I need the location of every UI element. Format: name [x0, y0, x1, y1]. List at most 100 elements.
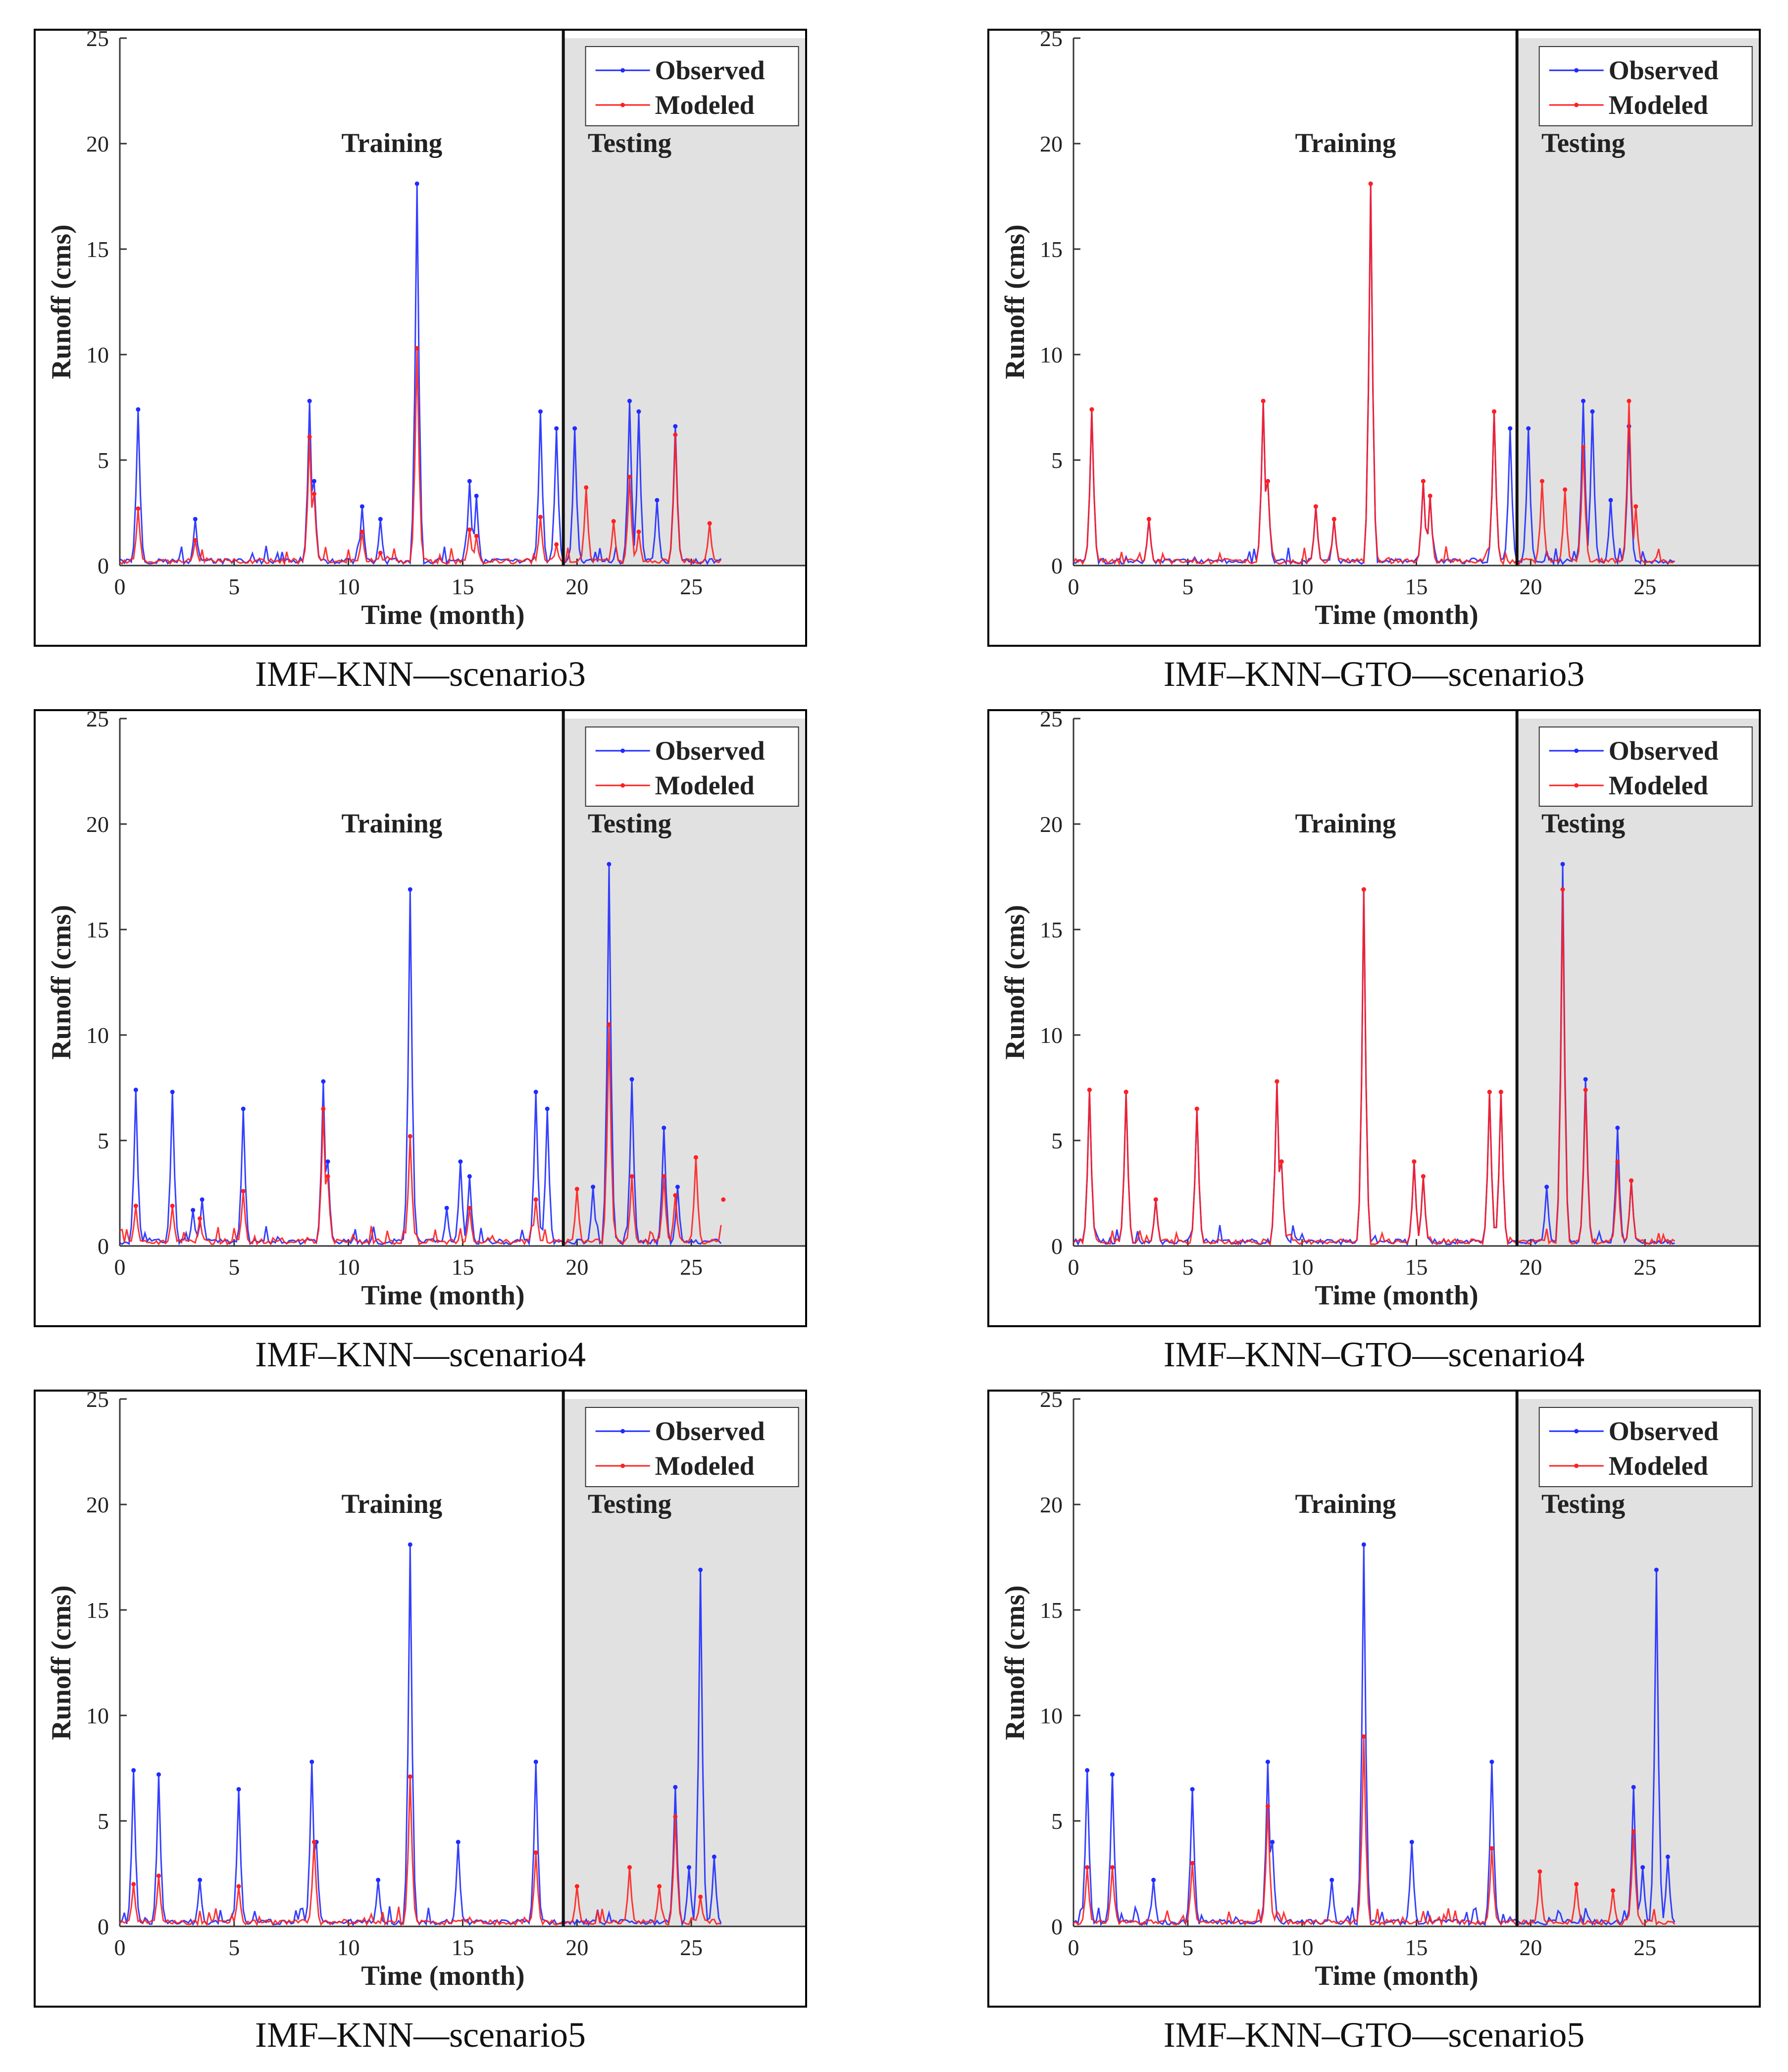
- x-tick-label: 25: [1634, 1935, 1656, 1960]
- series-point-modeled: [156, 1873, 161, 1878]
- series-point-modeled: [1629, 1178, 1634, 1183]
- series-point-modeled: [657, 1884, 662, 1889]
- legend-marker-modeled: [620, 1463, 625, 1468]
- series-point-modeled: [359, 529, 364, 534]
- y-tick-label: 15: [1040, 237, 1063, 262]
- series-point-observed: [307, 399, 312, 404]
- x-axis-label: Time (month): [361, 1280, 524, 1311]
- series-point-observed: [607, 862, 612, 867]
- x-axis-label: Time (month): [1315, 600, 1478, 630]
- series-point-modeled: [1412, 1159, 1417, 1164]
- series-line-modeled: [119, 348, 722, 566]
- x-axis-label: Time (month): [1315, 1961, 1478, 1991]
- series-point-observed: [376, 1877, 381, 1882]
- chart-svg: 0 5 10 15 20 25 0 5 10 15 20 25 Time (month) Runoff (…: [1000, 31, 1759, 630]
- series-point-observed: [241, 1106, 246, 1111]
- series-point-modeled: [1279, 1159, 1284, 1164]
- chart-caption: IMF–KNN–GTO—scenario5: [1163, 2015, 1585, 2055]
- series-line-observed: [1073, 1544, 1676, 1926]
- x-tick-label: 15: [1405, 1254, 1428, 1280]
- legend-label-modeled: Modeled: [655, 771, 755, 800]
- series-point-modeled: [611, 519, 616, 524]
- x-tick-label: 0: [114, 1254, 126, 1280]
- series-point-modeled: [1498, 1089, 1503, 1094]
- legend-box: [585, 1407, 799, 1487]
- series-point-modeled: [584, 485, 589, 490]
- series-point-observed: [1409, 1840, 1414, 1845]
- x-tick-label: 15: [452, 1935, 474, 1960]
- series-point-modeled: [1627, 399, 1632, 404]
- series-point-observed: [378, 517, 383, 521]
- series-point-observed: [136, 407, 141, 412]
- series-point-modeled: [1190, 1861, 1195, 1865]
- series-point-observed: [193, 517, 198, 521]
- series-point-modeled: [1537, 1869, 1542, 1874]
- series-point-modeled: [574, 1187, 579, 1191]
- series-point-observed: [1590, 409, 1595, 414]
- y-axis-label: Runoff (cms): [46, 1585, 77, 1740]
- series-point-observed: [474, 493, 479, 498]
- series-point-observed: [191, 1208, 196, 1213]
- x-tick-label: 10: [337, 574, 360, 599]
- legend-label-modeled: Modeled: [1609, 1451, 1708, 1481]
- series-point-modeled: [1489, 1846, 1494, 1851]
- series-point-observed: [198, 1877, 203, 1882]
- x-tick-label: 10: [337, 1254, 360, 1280]
- chart-panel-imf-knn-gto-scenario5: 0 5 10 15 20 25 0 5 10 15 20 25 Time (month) Runoff (…: [987, 1390, 1761, 2068]
- series-point-modeled: [408, 1134, 412, 1139]
- series-point-modeled: [1583, 1088, 1588, 1092]
- series-line-modeled: [1073, 889, 1675, 1247]
- chart-caption: IMF–KNN—scenario3: [255, 654, 586, 694]
- series-point-observed: [673, 424, 678, 429]
- x-tick-label: 10: [1291, 1254, 1314, 1280]
- chart-panel-imf-knn-scenario4: 0 5 10 15 20 25 0 5 10 15 20 25 Time (month) Runoff (…: [34, 709, 807, 1388]
- chart-svg: 0 5 10 15 20 25 0 5 10 15 20 25 Time (month) Runoff (…: [1000, 711, 1759, 1311]
- y-tick-label: 15: [86, 1598, 109, 1623]
- series-point-modeled: [321, 1106, 326, 1111]
- legend-marker-observed: [620, 68, 625, 73]
- series-point-modeled: [170, 1203, 175, 1208]
- chart-svg: 0 5 10 15 20 25 0 5 10 15 20 25 Time (month) Runoff (…: [1000, 1392, 1759, 1991]
- x-tick-label: 20: [1519, 574, 1542, 599]
- series-point-modeled: [1361, 887, 1366, 892]
- y-tick-label: 0: [1051, 1234, 1063, 1259]
- series-point-modeled: [1265, 1804, 1270, 1809]
- series-point-observed: [675, 1185, 680, 1190]
- y-tick-label: 15: [86, 237, 109, 262]
- series-point-modeled: [1089, 407, 1094, 412]
- series-point-observed: [1583, 1077, 1588, 1082]
- chart-panel-imf-knn-scenario5: 0 5 10 15 20 25 0 5 10 15 20 25 Time (month) Runoff (…: [34, 1390, 807, 2068]
- series-point-modeled: [133, 1203, 138, 1208]
- series-point-observed: [1265, 1760, 1270, 1764]
- series-point-observed: [1361, 1542, 1366, 1547]
- series-point-modeled: [673, 432, 678, 437]
- series-point-modeled: [636, 529, 641, 534]
- series-point-observed: [321, 1079, 326, 1084]
- y-tick-label: 25: [1040, 711, 1063, 731]
- y-tick-label: 20: [1040, 1492, 1063, 1517]
- series-point-observed: [170, 1089, 175, 1094]
- series-point-modeled: [241, 1189, 246, 1193]
- series-point-observed: [467, 479, 472, 484]
- series-point-modeled: [721, 1197, 726, 1202]
- series-point-modeled: [673, 1193, 678, 1198]
- y-tick-label: 0: [98, 553, 109, 578]
- series-point-modeled: [1153, 1197, 1158, 1202]
- series-point-observed: [1665, 1854, 1670, 1859]
- series-point-modeled: [1368, 181, 1373, 186]
- training-label: Training: [1295, 808, 1396, 838]
- y-tick-label: 15: [1040, 1598, 1063, 1623]
- x-tick-label: 15: [1405, 1935, 1428, 1960]
- y-tick-label: 20: [86, 812, 109, 837]
- y-tick-label: 10: [86, 1023, 109, 1048]
- series-point-observed: [200, 1197, 204, 1202]
- series-point-modeled: [707, 521, 712, 526]
- x-tick-label: 5: [1182, 1935, 1193, 1960]
- training-label: Training: [342, 1489, 443, 1519]
- series-point-observed: [467, 1174, 472, 1179]
- legend-marker-modeled: [1574, 1463, 1579, 1468]
- y-tick-label: 5: [98, 448, 109, 473]
- series-point-observed: [636, 409, 641, 414]
- chart-panel-imf-knn-gto-scenario3: 0 5 10 15 20 25 0 5 10 15 20 25 Time (month) Runoff (…: [987, 29, 1761, 707]
- series-point-modeled: [1581, 445, 1586, 450]
